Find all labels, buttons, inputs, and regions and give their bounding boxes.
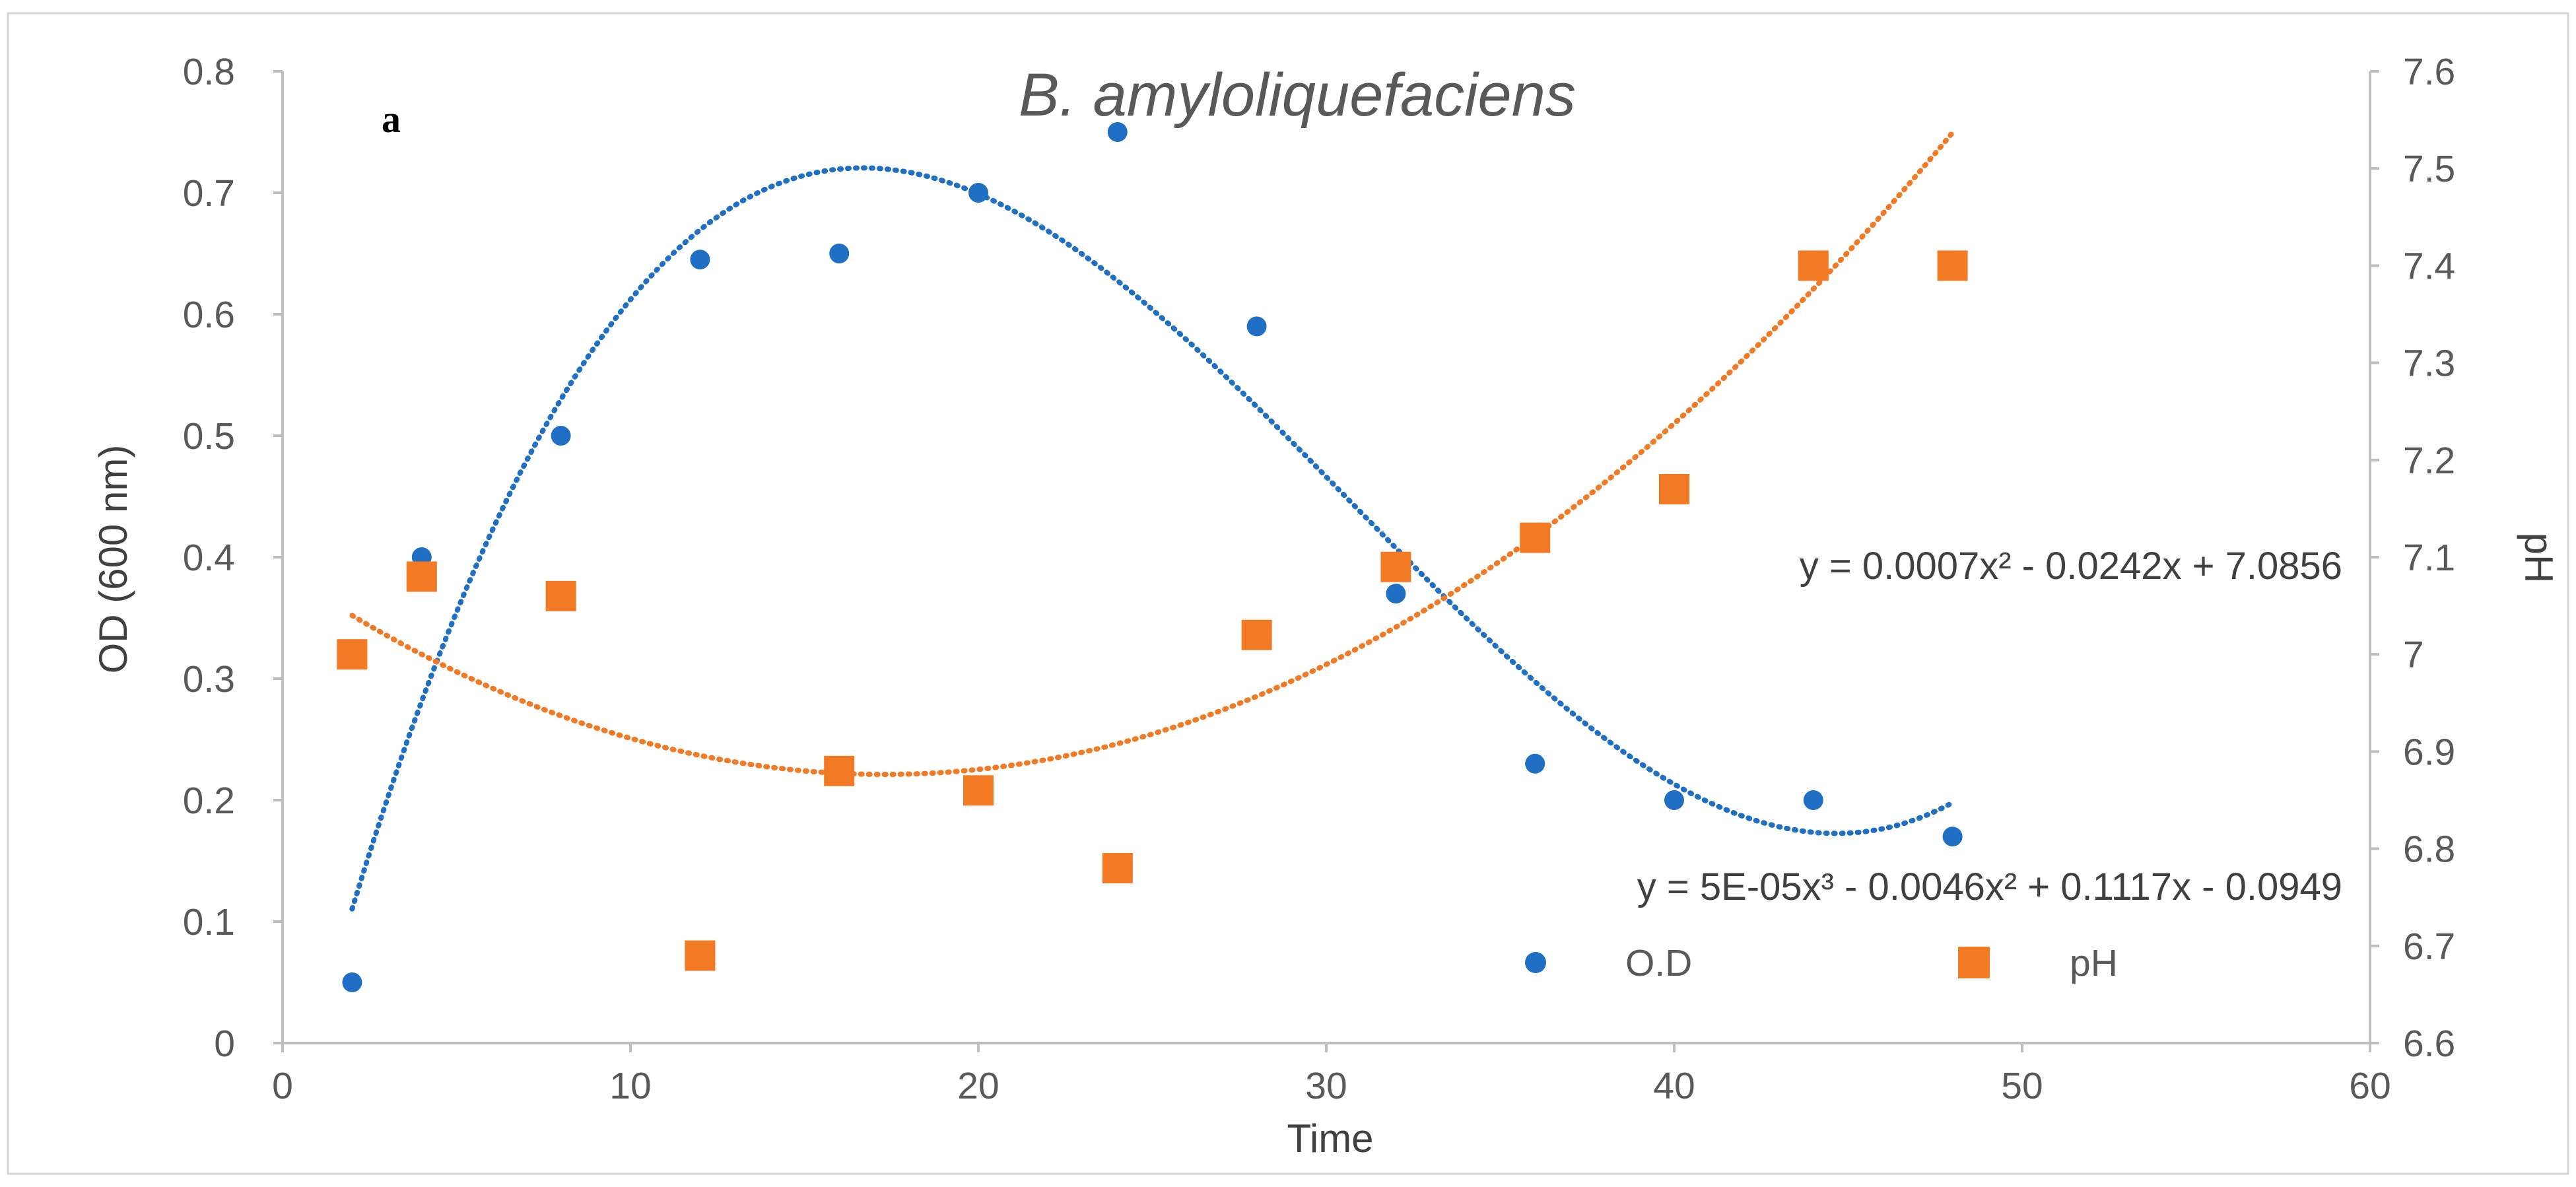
y-right-tick-label: 6.8 (2403, 829, 2455, 871)
y-right-tick-label: 7.3 (2403, 343, 2455, 385)
legend-od-marker (1525, 952, 1546, 973)
panel-label: a (382, 98, 401, 141)
y-right-tick-label: 7.4 (2403, 245, 2455, 287)
chart-title: B. amyloliquefaciens (1019, 61, 1576, 129)
ph-point (1241, 619, 1272, 650)
y-left-tick-label: 0.7 (183, 172, 235, 215)
ph-point (545, 580, 576, 611)
y-left-tick-label: 0.6 (183, 294, 235, 336)
y-right-tick-label: 6.6 (2403, 1023, 2455, 1065)
ph-point (824, 755, 855, 786)
legend: O.D pH (1525, 942, 2118, 984)
y-right-tick-label: 7.1 (2403, 537, 2455, 579)
od-point (829, 244, 850, 263)
x-axis-title: Time (1287, 1116, 1373, 1161)
ph-point (1659, 473, 1689, 504)
ph-trendline (349, 130, 1955, 778)
od-point (551, 426, 571, 446)
y-left-tick-label: 0.2 (183, 780, 235, 822)
od-point (1386, 584, 1406, 604)
figure-border (7, 12, 2569, 1175)
y-right-tick-label: 6.7 (2403, 926, 2455, 968)
od-trendline-equation: y = 5E-05x³ - 0.0046x² + 0.1117x - 0.094… (1637, 865, 2342, 908)
y-right-tick-label: 7.2 (2403, 440, 2455, 482)
x-tick-label: 20 (957, 1065, 999, 1107)
ph-point (1380, 551, 1411, 582)
od-point (1525, 753, 1545, 774)
y-right-tick-label: 7.5 (2403, 148, 2455, 190)
y-right-tick-group: 6.6 6.7 6.8 6.9 7 7.1 7.2 7.3 7.4 7.5 7.6 (2370, 51, 2455, 1065)
od-point (1107, 122, 1128, 142)
legend-od-label: O.D (1625, 942, 1692, 984)
x-tick-label: 0 (272, 1065, 293, 1107)
y-right-tick-label: 7 (2403, 634, 2424, 676)
ph-trendline-equation: y = 0.0007x² - 0.0242x + 7.0856 (1800, 545, 2342, 588)
od-series (342, 122, 1963, 992)
x-tick-label: 40 (1653, 1065, 1695, 1107)
ph-point (1798, 250, 1829, 281)
od-point (1803, 790, 1823, 810)
x-tick-label: 10 (609, 1065, 651, 1107)
legend-ph-marker (1958, 947, 1990, 978)
ph-point (337, 639, 368, 670)
y-left-tick-label: 0 (214, 1023, 235, 1065)
od-point (1664, 790, 1684, 810)
ph-point (1937, 250, 1968, 281)
y-axis-right-title: pH (2517, 533, 2561, 584)
x-tick-label: 30 (1305, 1065, 1347, 1107)
ph-point (685, 940, 716, 971)
legend-ph-label: pH (2070, 942, 2118, 984)
od-point (690, 250, 710, 270)
od-point (342, 972, 362, 992)
ph-point (963, 775, 994, 806)
y-axis-left-title: OD (600 nm) (91, 445, 135, 674)
x-tick-label: 60 (2349, 1065, 2390, 1107)
x-tick-label: 50 (2001, 1065, 2043, 1107)
od-point (1246, 316, 1267, 337)
ph-point (1520, 522, 1551, 553)
od-point (968, 183, 988, 203)
y-left-tick-label: 0.1 (183, 901, 235, 943)
y-left-tick-label: 0.8 (183, 51, 235, 93)
trendline-group (349, 130, 1955, 912)
y-right-tick-label: 6.9 (2403, 731, 2455, 773)
od-point (1942, 827, 1963, 847)
y-right-tick-label: 7.6 (2403, 51, 2455, 93)
x-tick-group: 0 10 20 30 40 50 60 (272, 1043, 2391, 1107)
ph-series (337, 250, 1968, 971)
ph-point (406, 561, 437, 592)
y-left-tick-label: 0.4 (183, 537, 235, 579)
y-left-tick-label: 0.3 (183, 658, 235, 700)
ph-point (1102, 853, 1133, 884)
od-trendline (349, 165, 1955, 912)
y-left-tick-group: 0 0.1 0.2 0.3 0.4 0.5 0.6 0.7 0.8 (183, 51, 283, 1065)
y-left-tick-label: 0.5 (183, 415, 235, 458)
